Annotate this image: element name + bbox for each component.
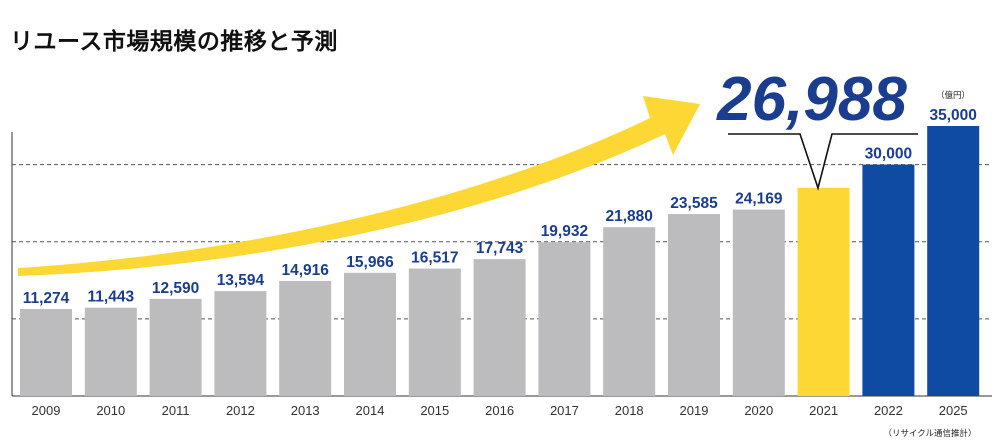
x-tick-label: 2009	[32, 403, 61, 418]
x-tick-label: 2010	[96, 403, 125, 418]
x-tick-label: 2011	[162, 403, 190, 418]
x-tick-label: 2016	[485, 403, 514, 418]
value-label-2022: 30,000	[865, 146, 912, 163]
value-label-2018: 21,880	[605, 208, 652, 225]
bar-2014	[344, 272, 396, 396]
value-label-2013: 14,916	[281, 262, 329, 279]
chart-title: リユース市場規模の推移と予測	[10, 29, 338, 55]
x-tick-label: 2020	[744, 403, 773, 418]
callout-bracket	[728, 133, 918, 191]
bar-2010	[84, 307, 137, 396]
x-tick-label: 2012	[226, 403, 255, 418]
value-label-2020: 24,169	[735, 191, 783, 208]
x-tick-label: 2025	[939, 403, 968, 418]
x-tick-label: 2014	[356, 403, 385, 418]
value-label-2014: 15,966	[346, 254, 394, 271]
bar-2019	[668, 214, 720, 396]
x-tick-label: 2013	[291, 403, 320, 418]
bar-2020	[732, 209, 785, 396]
bar-2016	[473, 259, 526, 396]
callout-value: 26,988	[716, 65, 907, 134]
x-tick-label: 2017	[550, 403, 579, 418]
bar-2012	[214, 291, 267, 396]
bar-2013	[279, 280, 332, 396]
bar-2018	[603, 227, 656, 396]
bars-layer: 2009 11,274 2010 11,443 2011 12,590 2012 13,594…	[20, 107, 980, 418]
x-tick-label: 2018	[615, 403, 644, 418]
value-label-2017: 19,932	[541, 223, 588, 240]
value-label-2019: 23,585	[670, 195, 718, 212]
x-tick-label: 2021	[809, 403, 838, 418]
x-tick-label: 2015	[420, 403, 449, 418]
bar-2009	[20, 309, 72, 396]
bar-2011	[149, 298, 202, 396]
callout-layer: 26,988	[716, 65, 918, 191]
x-tick-label: 2022	[874, 403, 903, 418]
value-label-2015: 16,517	[411, 250, 458, 267]
unit-label: （億円）	[936, 90, 970, 101]
value-label-2010: 11,443	[88, 289, 135, 306]
x-tick-label: 2019	[680, 403, 709, 418]
bar-2017	[538, 242, 591, 396]
bar-2021	[797, 187, 850, 396]
growth-arrow	[18, 96, 700, 276]
bar-2015	[408, 268, 461, 396]
source-note: （リサイクル通信推計）	[883, 428, 976, 439]
value-label-2012: 13,594	[217, 272, 265, 289]
value-label-2025: 35,000	[929, 107, 976, 124]
bar-2025	[927, 125, 980, 396]
bar-2022	[862, 164, 915, 396]
value-label-2011: 12,590	[152, 280, 199, 297]
value-label-2016: 17,743	[476, 240, 524, 257]
value-label-2009: 11,274	[23, 290, 70, 307]
